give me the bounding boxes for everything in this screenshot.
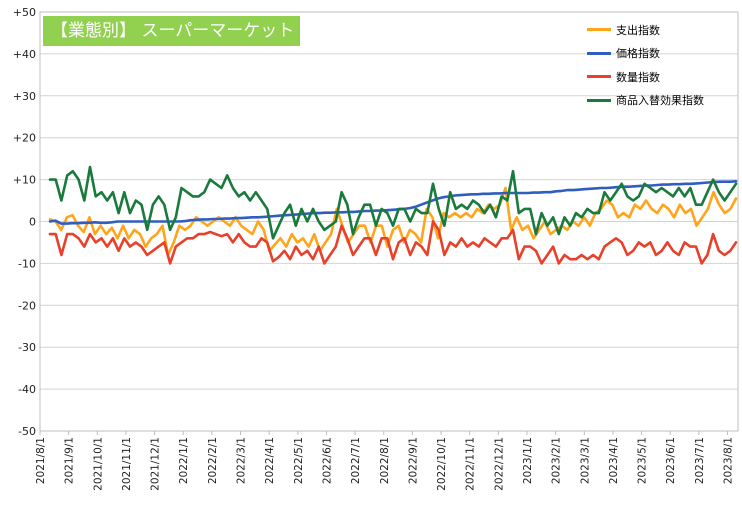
legend-item-quantity: 数量指数 [587,65,704,89]
x-tick-label: 2021/9/1 [64,437,76,484]
y-tick-label: +10 [13,174,36,187]
legend-item-substitution: 商品入替効果指数 [587,89,704,113]
x-tick-label: 2023/7/1 [694,437,706,484]
legend-label-quantity: 数量指数 [616,70,660,84]
series-line-0 [48,186,738,257]
y-tick-label: +20 [13,132,36,145]
x-tick-label: 2022/2/1 [207,437,219,484]
legend-label-substitution: 商品入替効果指数 [616,94,704,108]
x-tick-label: 2023/8/1 [723,437,735,484]
x-tick-label: 2021/10/1 [92,437,104,491]
x-tick-label: 2023/2/1 [551,437,563,484]
x-tick-label: 2022/4/1 [264,437,276,484]
x-axis-ticks: 2021/8/1 2021/9/1 2021/10/1 2021/11/1 2021/1… [35,431,735,491]
legend-swatch-substitution [587,98,611,102]
x-tick-label: 2023/4/1 [608,437,620,484]
series-line-2 [48,220,738,265]
x-tick-label: 2021/8/1 [35,437,47,484]
legend-item-price: 価格指数 [587,42,704,66]
legend-item-spending: 支出指数 [587,18,704,42]
y-tick-label: -20 [18,299,36,312]
x-tick-label: 2021/11/1 [121,437,133,491]
y-axis-ticks: +50 +40 +30 +20 +10 0 -10 -20 -30 -40 -50 [13,6,36,438]
legend-swatch-spending [587,28,611,32]
x-tick-label: 2023/3/1 [579,437,591,484]
series-lines [48,165,738,265]
legend-swatch-price [587,51,611,55]
y-tick-label: +30 [13,90,36,103]
plot-frame [39,11,739,432]
x-tick-label: 2021/12/1 [150,437,162,491]
series-line-3 [48,165,738,240]
x-tick-label: 2022/6/1 [321,437,333,484]
x-tick-label: 2023/6/1 [665,437,677,484]
x-tick-label: 2022/10/1 [436,437,448,491]
y-tick-label: +50 [13,6,36,19]
y-tick-label: -30 [18,341,36,354]
x-tick-label: 2022/12/1 [493,437,505,491]
y-tick-label: -10 [18,257,36,270]
x-tick-label: 2022/3/1 [236,437,248,484]
y-tick-label: -40 [18,383,36,396]
chart-title: 【業態別】 スーパーマーケット [43,16,300,46]
x-tick-label: 2022/11/1 [465,437,477,491]
x-tick-label: 2023/5/1 [637,437,649,484]
x-tick-label: 2022/8/1 [379,437,391,484]
y-tick-label: -50 [18,425,36,438]
x-tick-label: 2022/7/1 [350,437,362,484]
x-tick-label: 2023/1/1 [522,437,534,484]
y-tick-label: +40 [13,48,36,61]
legend-swatch-quantity [587,75,611,79]
series-line-1 [48,180,738,225]
legend-label-price: 価格指数 [616,47,660,61]
legend-label-spending: 支出指数 [616,23,660,37]
x-tick-label: 2022/5/1 [293,437,305,484]
x-tick-label: 2022/9/1 [407,437,419,484]
legend: 支出指数 価格指数 数量指数 商品入替効果指数 [587,18,704,112]
y-tick-label: 0 [29,216,36,229]
x-tick-label: 2022/1/1 [178,437,190,484]
